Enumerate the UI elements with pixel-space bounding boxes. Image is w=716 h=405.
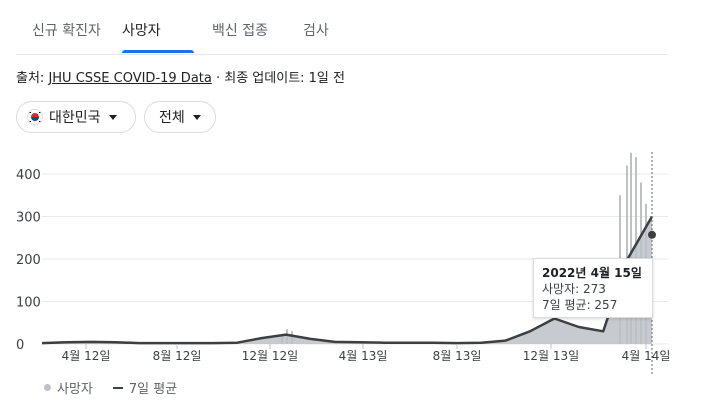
y-axis-ticks: 0 100 200 300 400 [16, 168, 41, 353]
korea-flag-icon [27, 109, 43, 125]
x-tick-label: 12월 12일 [242, 349, 298, 363]
tab-bar: 신규 확진자 사망자 백신 접종 검사 [16, 0, 668, 55]
x-axis-ticks: 4월 12일 8월 12일 12월 12일 4월 13일 8월 13일 12월 13일 4월… [62, 344, 671, 363]
source-prefix: 출처: [16, 71, 49, 86]
country-dropdown[interactable]: 대한민국 [16, 101, 136, 133]
region-dropdown[interactable]: 전체 [144, 101, 216, 133]
tab-tests[interactable]: 검사 [303, 23, 329, 39]
country-label: 대한민국 [49, 110, 101, 126]
deaths-legend-icon [44, 384, 51, 391]
x-tick-label: 4월 13일 [339, 349, 388, 363]
avg-line [41, 215, 654, 345]
legend-avg: 7일 평균 [128, 382, 178, 397]
y-tick-label: 200 [16, 253, 41, 268]
x-tick-label: 4월 14일 [622, 349, 671, 363]
avg-legend-icon [112, 386, 123, 389]
chevron-down-icon [108, 114, 117, 120]
region-label: 전체 [159, 110, 185, 126]
source-updated: · 최종 업데이트: 1일 전 [211, 71, 345, 86]
chevron-down-icon [192, 114, 201, 120]
deaths-area [42, 216, 652, 344]
chart-tooltip: 2022년 4월 15일 사망자: 273 7일 평균: 257 [533, 258, 653, 318]
avg-series-line [41, 215, 654, 345]
hover-marker [648, 152, 656, 374]
source-line: 출처: JHU CSSE COVID-19 Data · 최종 업데이트: 1일… [16, 67, 345, 86]
legend-deaths: 사망자 [57, 382, 93, 397]
y-tick-label: 400 [16, 168, 41, 183]
tab-deaths[interactable]: 사망자 [122, 23, 161, 39]
tooltip-avg: 7일 평균: 257 [542, 298, 618, 312]
x-tick-label: 12월 13일 [523, 349, 579, 363]
tooltip-date: 2022년 4월 15일 [542, 266, 642, 280]
x-tick-label: 8월 12일 [153, 349, 202, 363]
tab-new-cases[interactable]: 신규 확진자 [32, 23, 101, 39]
chart-legend: 사망자 7일 평균 [44, 378, 177, 397]
y-tick-label: 300 [16, 211, 41, 226]
tab-vaccinations[interactable]: 백신 접종 [212, 23, 268, 39]
tooltip-deaths: 사망자: 273 [542, 282, 606, 296]
x-tick-label: 4월 12일 [62, 349, 111, 363]
active-tab-indicator [122, 50, 194, 53]
y-tick-label: 0 [16, 338, 24, 353]
x-tick-label: 8월 13일 [433, 349, 482, 363]
hover-point [648, 230, 656, 239]
source-link[interactable]: JHU CSSE COVID-19 Data [48, 71, 212, 86]
y-tick-label: 100 [16, 296, 41, 311]
